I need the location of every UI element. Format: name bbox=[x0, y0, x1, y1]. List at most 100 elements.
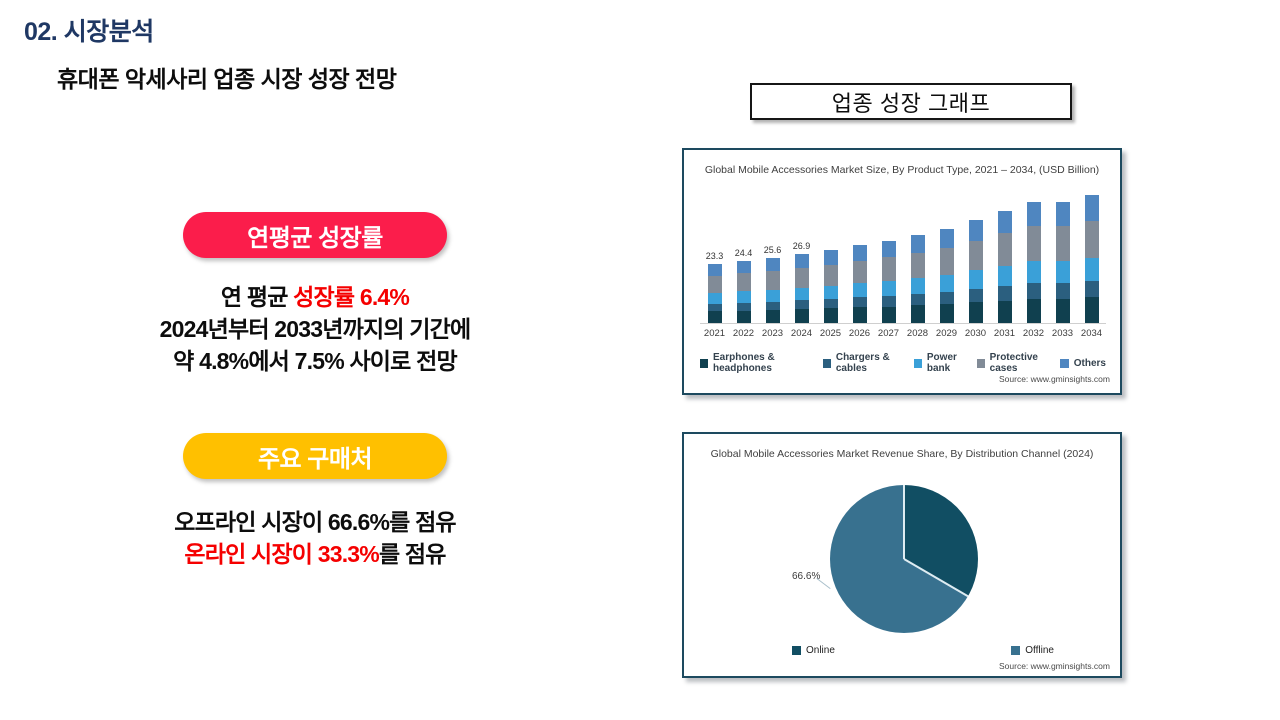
bar-segment bbox=[736, 273, 751, 292]
x-axis-tick-label: 2032 bbox=[1022, 328, 1045, 339]
bar-segment bbox=[736, 302, 751, 311]
bar-segment bbox=[881, 241, 896, 258]
bar-value-label: 26.9 bbox=[792, 241, 811, 251]
bar-segment bbox=[736, 310, 751, 324]
legend-label: Others bbox=[1073, 357, 1106, 369]
bar-segment bbox=[968, 270, 983, 290]
bar-segment bbox=[997, 233, 1012, 266]
bar-segment bbox=[939, 304, 954, 323]
bar-segment bbox=[1055, 202, 1070, 227]
bar-segment bbox=[910, 278, 925, 294]
bar-segment bbox=[881, 281, 896, 296]
buyers-line-2: 온라인 시장이 33.3%를 점유 bbox=[184, 541, 446, 567]
legend-item: Others bbox=[1059, 357, 1106, 369]
bar-segment bbox=[1084, 195, 1099, 221]
bar-column bbox=[845, 232, 874, 323]
x-axis-tick-label: 2028 bbox=[906, 328, 929, 339]
bar-value-label: 24.4 bbox=[734, 248, 753, 258]
x-axis-tick-label: 2025 bbox=[819, 328, 842, 339]
x-axis-tick-label: 2033 bbox=[1051, 328, 1074, 339]
bar-segment bbox=[1084, 280, 1099, 298]
bar-segment bbox=[939, 275, 954, 292]
bar-segment bbox=[1055, 283, 1070, 299]
bar-segment bbox=[707, 292, 722, 304]
bar-segment bbox=[968, 289, 983, 303]
bar-segment bbox=[794, 267, 809, 288]
bar-segment bbox=[852, 283, 867, 298]
page-title: 02. 시장분석 bbox=[24, 18, 154, 46]
bar-segment bbox=[1055, 261, 1070, 284]
bar-segment bbox=[1084, 257, 1099, 281]
bar-column bbox=[1048, 189, 1077, 324]
graph-section-label-box: 업종 성장 그래프 bbox=[750, 83, 1072, 120]
bar-segment bbox=[823, 285, 838, 299]
bar-segment bbox=[968, 240, 983, 271]
bar-column bbox=[1077, 182, 1106, 323]
pie-slice-label: 66.6% bbox=[792, 571, 821, 582]
bar-segment bbox=[939, 291, 954, 305]
bar-segment bbox=[823, 264, 838, 286]
growth-rate-highlight: 성장률 6.4% bbox=[293, 284, 410, 310]
pie-chart-card: Global Mobile Accessories Market Revenue… bbox=[682, 432, 1122, 678]
bar-segment bbox=[1055, 298, 1070, 324]
legend-item: Protective cases bbox=[976, 352, 1060, 374]
pie-divider-1 bbox=[903, 485, 905, 559]
bar-segment bbox=[968, 302, 983, 323]
bar-segment bbox=[997, 211, 1012, 234]
bar-column bbox=[816, 237, 845, 323]
bar-column bbox=[932, 216, 961, 323]
bar-column: 25.6 bbox=[758, 245, 787, 323]
bar-segment bbox=[794, 287, 809, 301]
bar-x-axis: 2021 2022 2023 2024 2025 2026 2027 2028 2029 2030… bbox=[700, 328, 1106, 339]
growth-line-1: 연 평균 성장률 6.4% bbox=[220, 284, 410, 310]
bar-segment bbox=[794, 309, 809, 323]
bar-segment bbox=[1026, 283, 1041, 299]
bar-segment bbox=[794, 300, 809, 310]
buyers-description: 오프라인 시장이 66.6%를 점유 온라인 시장이 33.3%를 점유 bbox=[85, 506, 545, 570]
buyers-badge-label: 주요 구매처 bbox=[257, 445, 373, 473]
bar-segment bbox=[1026, 298, 1041, 324]
pie-chart-legend: Online Offline bbox=[792, 645, 1054, 656]
bar-value-label: 25.6 bbox=[763, 245, 782, 255]
bar-segment bbox=[736, 291, 751, 303]
bar-column bbox=[903, 222, 932, 323]
bar-column bbox=[874, 228, 903, 324]
growth-badge: 연평균 성장률 bbox=[183, 212, 447, 258]
bar-segment bbox=[910, 235, 925, 253]
bar-segment bbox=[852, 297, 867, 308]
legend-swatch bbox=[1011, 646, 1021, 655]
bar-chart-title: Global Mobile Accessories Market Size, B… bbox=[704, 164, 1100, 176]
bar-segment bbox=[707, 311, 722, 323]
legend-swatch bbox=[913, 358, 922, 368]
x-axis-tick-label: 2023 bbox=[761, 328, 784, 339]
bar-segment bbox=[1084, 220, 1099, 258]
bar-segment bbox=[997, 286, 1012, 301]
x-axis-tick-label: 2021 bbox=[703, 328, 726, 339]
bar-segment bbox=[707, 275, 722, 293]
legend-item: Online bbox=[792, 645, 835, 656]
bar-segment bbox=[823, 250, 838, 265]
bar-segment bbox=[852, 307, 867, 323]
legend-item: Earphones & headphones bbox=[700, 352, 823, 374]
x-axis-tick-label: 2034 bbox=[1080, 328, 1103, 339]
online-share-highlight: 온라인 시장이 33.3% bbox=[184, 541, 379, 567]
growth-line-2: 2024년부터 2033년까지의 기간에 bbox=[159, 316, 472, 342]
x-axis-tick-label: 2029 bbox=[935, 328, 958, 339]
bar-plot: 23.3 24.4 25.6 26.9 bbox=[700, 180, 1106, 324]
legend-item: Offline bbox=[1011, 645, 1054, 656]
bar-segment bbox=[997, 300, 1012, 324]
bar-segment bbox=[852, 260, 867, 284]
bar-segment bbox=[910, 252, 925, 279]
bar-segment bbox=[765, 271, 780, 290]
legend-label: Power bank bbox=[926, 352, 957, 374]
bar-segment bbox=[968, 220, 983, 241]
bar-column: 26.9 bbox=[787, 241, 816, 323]
legend-swatch bbox=[792, 646, 801, 655]
bar-segment bbox=[1026, 202, 1041, 227]
legend-item: Chargers & cables bbox=[822, 352, 914, 374]
x-axis-tick-label: 2027 bbox=[877, 328, 900, 339]
pie-leader-line bbox=[816, 577, 831, 590]
bar-column bbox=[990, 198, 1019, 324]
growth-badge-label: 연평균 성장률 bbox=[247, 224, 383, 252]
legend-label: Online bbox=[806, 645, 835, 656]
